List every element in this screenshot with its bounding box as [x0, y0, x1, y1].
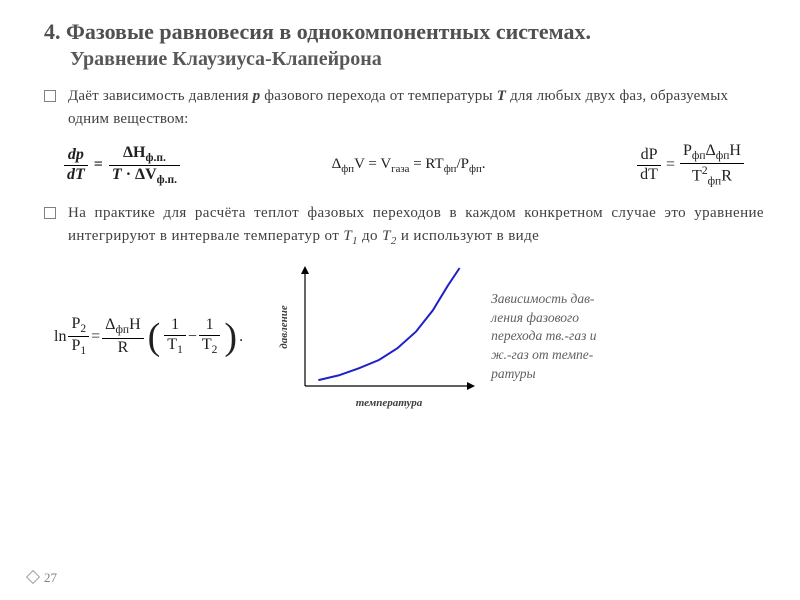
eq-sub: фп — [716, 150, 730, 162]
eq-frag: = V — [365, 156, 392, 172]
bullet-1: Даёт зависимость давления p фазового пер… — [44, 85, 764, 132]
eq-sub: 1 — [80, 346, 86, 358]
eq-num: dp — [68, 146, 84, 163]
eq-sub: фп — [708, 176, 722, 188]
eq-dot: · — [122, 166, 135, 183]
pressure-temperature-chart: температура давление — [271, 262, 481, 412]
eq-frag: R — [115, 340, 132, 357]
var-T1: T — [343, 228, 352, 244]
eq-den: dT — [637, 167, 661, 184]
eq-num: dP — [638, 147, 661, 164]
eq-delta-V: ΔфпV = Vгаза = RTфп/Pфп. — [332, 156, 486, 175]
eq-frag: . — [482, 156, 486, 172]
eq-ln: ln — [54, 328, 66, 346]
eq-frag: T — [167, 336, 177, 353]
eq-frag: R — [721, 168, 732, 185]
bullet-1-text: Даёт зависимость давления p фазового пер… — [68, 85, 764, 132]
eq-dp-dT: dp dT = ΔHф.п. T · ΔVф.п. — [62, 145, 182, 187]
eq-sub: фп — [469, 163, 482, 175]
text-fragment: фазового перехода от температуры — [260, 88, 496, 104]
text-fragment: Даёт зависимость давления — [68, 88, 253, 104]
eq-integrated: ln P2 P1 = ΔфпH R ( 1 T1 − 1 — [54, 316, 243, 358]
slide: 4. Фазовые равновесия в однокомпонентных… — [0, 0, 800, 600]
eq-sub: 1 — [177, 344, 183, 356]
var-T: T — [497, 88, 506, 104]
var-T2: T — [382, 228, 391, 244]
eq-frag: T — [692, 168, 702, 185]
title-main: 4. Фазовые равновесия в однокомпонентных… — [44, 18, 764, 46]
eq-frag: 1 — [168, 317, 182, 334]
eq-sub: фп — [692, 150, 706, 162]
eq-frag: 1 — [203, 317, 217, 334]
lower-row: ln P2 P1 = ΔфпH R ( 1 T1 − 1 — [54, 262, 764, 412]
eq-frag: /P — [456, 156, 469, 172]
eq-sub: ф.п. — [146, 152, 166, 164]
eq-frag: T — [202, 336, 212, 353]
eq-frag: H — [729, 142, 741, 159]
eq-frag: Δ — [706, 142, 716, 159]
chart-svg: температура давление — [271, 262, 481, 412]
eq-sub: 2 — [80, 323, 86, 335]
title-sub: Уравнение Клаузиуса-Клапейрона — [44, 48, 764, 71]
bullet-2: На практике для расчёта теплот фазовых п… — [44, 202, 764, 250]
eq-sub: фп — [341, 163, 354, 175]
svg-text:температура: температура — [356, 397, 423, 409]
eq-frag: P — [683, 142, 692, 159]
eq-sub: фп — [444, 163, 457, 175]
eq-dP-dT-expanded: dP dT = PфпΔфпH T2фпR — [635, 143, 746, 188]
eq-frag: H — [129, 316, 141, 333]
square-bullet-icon — [44, 207, 56, 219]
text-fragment: до — [358, 228, 382, 244]
eq-frag: = RT — [409, 156, 443, 172]
equation-row-1: dp dT = ΔHф.п. T · ΔVф.п. ΔфпV = Vгаза =… — [62, 143, 764, 188]
eq-sub: фп — [115, 325, 129, 337]
text-fragment: и используют в виде — [397, 228, 540, 244]
eq-den: dT — [67, 166, 85, 183]
eq-num: ΔH — [123, 144, 145, 161]
eq-frag: V — [354, 156, 365, 172]
square-bullet-icon — [44, 90, 56, 102]
eq-sub: газа — [391, 163, 409, 175]
eq-frag: . — [239, 328, 243, 346]
eq-den: T — [112, 166, 122, 183]
eq-sub: ф.п. — [157, 174, 177, 186]
eq-frag: Δ — [332, 156, 342, 172]
eq-frag: = — [91, 328, 100, 346]
title-block: 4. Фазовые равновесия в однокомпонентных… — [44, 18, 764, 71]
chart-caption: Зависимость дав-ления фазовогоперехода т… — [491, 290, 656, 384]
eq-sub: 2 — [212, 344, 218, 356]
svg-text:давление: давление — [278, 305, 290, 349]
eq-frag: − — [188, 328, 197, 346]
bullet-2-text: На практике для расчёта теплот фазовых п… — [68, 202, 764, 250]
page-number: 27 — [28, 570, 57, 586]
eq-frag: Δ — [105, 316, 115, 333]
eq-dV: ΔV — [135, 166, 157, 183]
